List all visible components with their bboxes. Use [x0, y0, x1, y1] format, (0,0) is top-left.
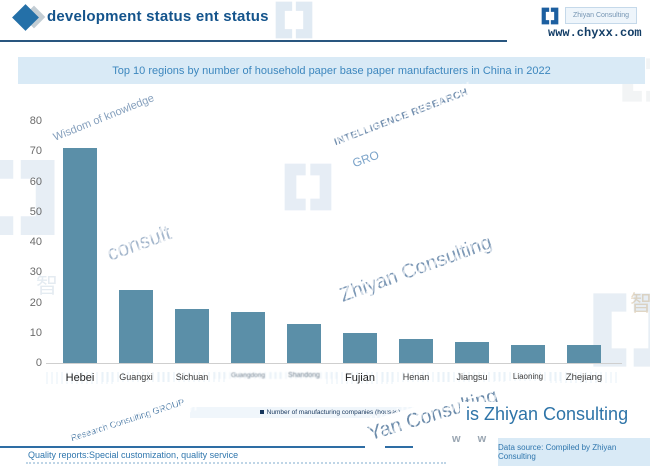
- footer-divider-segment: [385, 446, 413, 448]
- y-axis-tick: 20: [29, 296, 42, 309]
- logo-watermark: [284, 163, 332, 211]
- logo-watermark: [275, 1, 313, 39]
- bar-guangdong: [231, 311, 265, 363]
- x-axis-label: Henan: [382, 372, 450, 382]
- y-axis-tick: 80: [29, 115, 42, 127]
- logo-watermark: [593, 293, 650, 367]
- x-axis-label: Sichuan: [158, 372, 226, 382]
- watermark-is-zhiyan-consulting: is Zhiyan Consulting: [460, 402, 635, 429]
- x-axis-label: Fujian: [326, 372, 394, 384]
- bar-liaoning: [511, 344, 545, 363]
- page-header: development status ent status Zhiyan Con…: [0, 0, 650, 40]
- chinese-char-watermark: 智: [630, 291, 650, 316]
- bar-fujian: [343, 332, 377, 363]
- data-source-box: Data source: Compiled by Zhiyan Consulti…: [498, 438, 650, 466]
- bar-jiangsu: [455, 341, 489, 363]
- chart-title-banner: Top 10 regions by number of household pa…: [18, 57, 645, 84]
- brand-name-box: Zhiyan Consulting: [565, 7, 637, 24]
- page-title: development status ent status: [47, 8, 269, 25]
- legend-marker-icon: [259, 410, 264, 415]
- y-axis-tick: 50: [29, 205, 42, 218]
- footer-divider: [0, 446, 365, 448]
- x-axis-label: Shandong: [270, 372, 338, 379]
- x-axis-label: Guangdong: [214, 372, 282, 379]
- bar-zhejiang: [567, 344, 601, 363]
- x-axis-label: Liaoning: [494, 372, 562, 381]
- chart-title: Top 10 regions by number of household pa…: [112, 64, 551, 77]
- x-axis-label: Hebei: [46, 372, 114, 384]
- bar-guangxi: [119, 290, 153, 363]
- bar-shandong: [287, 323, 321, 363]
- y-axis-tick: 0: [35, 357, 42, 369]
- brand-name: Zhiyan Consulting: [572, 12, 630, 19]
- chinese-char-watermark: 智: [36, 273, 59, 298]
- x-axis-label: Zhejiang: [550, 372, 618, 383]
- quality-note: Quality reports:Special customization, q…: [28, 450, 239, 460]
- header-divider: [0, 40, 507, 42]
- website-url: www.chyxx.com: [548, 26, 642, 40]
- bar-hebei: [63, 148, 97, 363]
- y-axis-tick: 30: [29, 266, 42, 279]
- bar-sichuan: [175, 308, 209, 363]
- logo-watermark: [0, 160, 55, 235]
- y-axis-tick: 40: [29, 236, 42, 248]
- brand-logo-icon: [541, 7, 559, 25]
- x-axis-label: Jiangsu: [438, 372, 506, 382]
- quality-note-cutoff: [26, 462, 446, 464]
- y-axis-tick: 10: [29, 326, 42, 339]
- bar-henan: [399, 338, 433, 363]
- y-axis-tick: 60: [29, 175, 42, 188]
- bar-chart: 0 10 20 30 40 50 60 70 80 Hebei Guangxi Sichuan Guan…: [0, 84, 650, 404]
- watermark-ww: w w: [452, 433, 494, 445]
- x-axis-label: Guangxi: [102, 372, 170, 382]
- data-source-text: Data source: Compiled by Zhiyan Consulti…: [498, 443, 617, 461]
- chart-legend: Number of manufacturing companies (house…: [190, 407, 470, 418]
- diamond-icon: [12, 4, 46, 31]
- legend-label: Number of manufacturing companies (house…: [266, 409, 401, 416]
- x-axis-line: [46, 363, 622, 364]
- y-axis-tick: 70: [29, 145, 42, 158]
